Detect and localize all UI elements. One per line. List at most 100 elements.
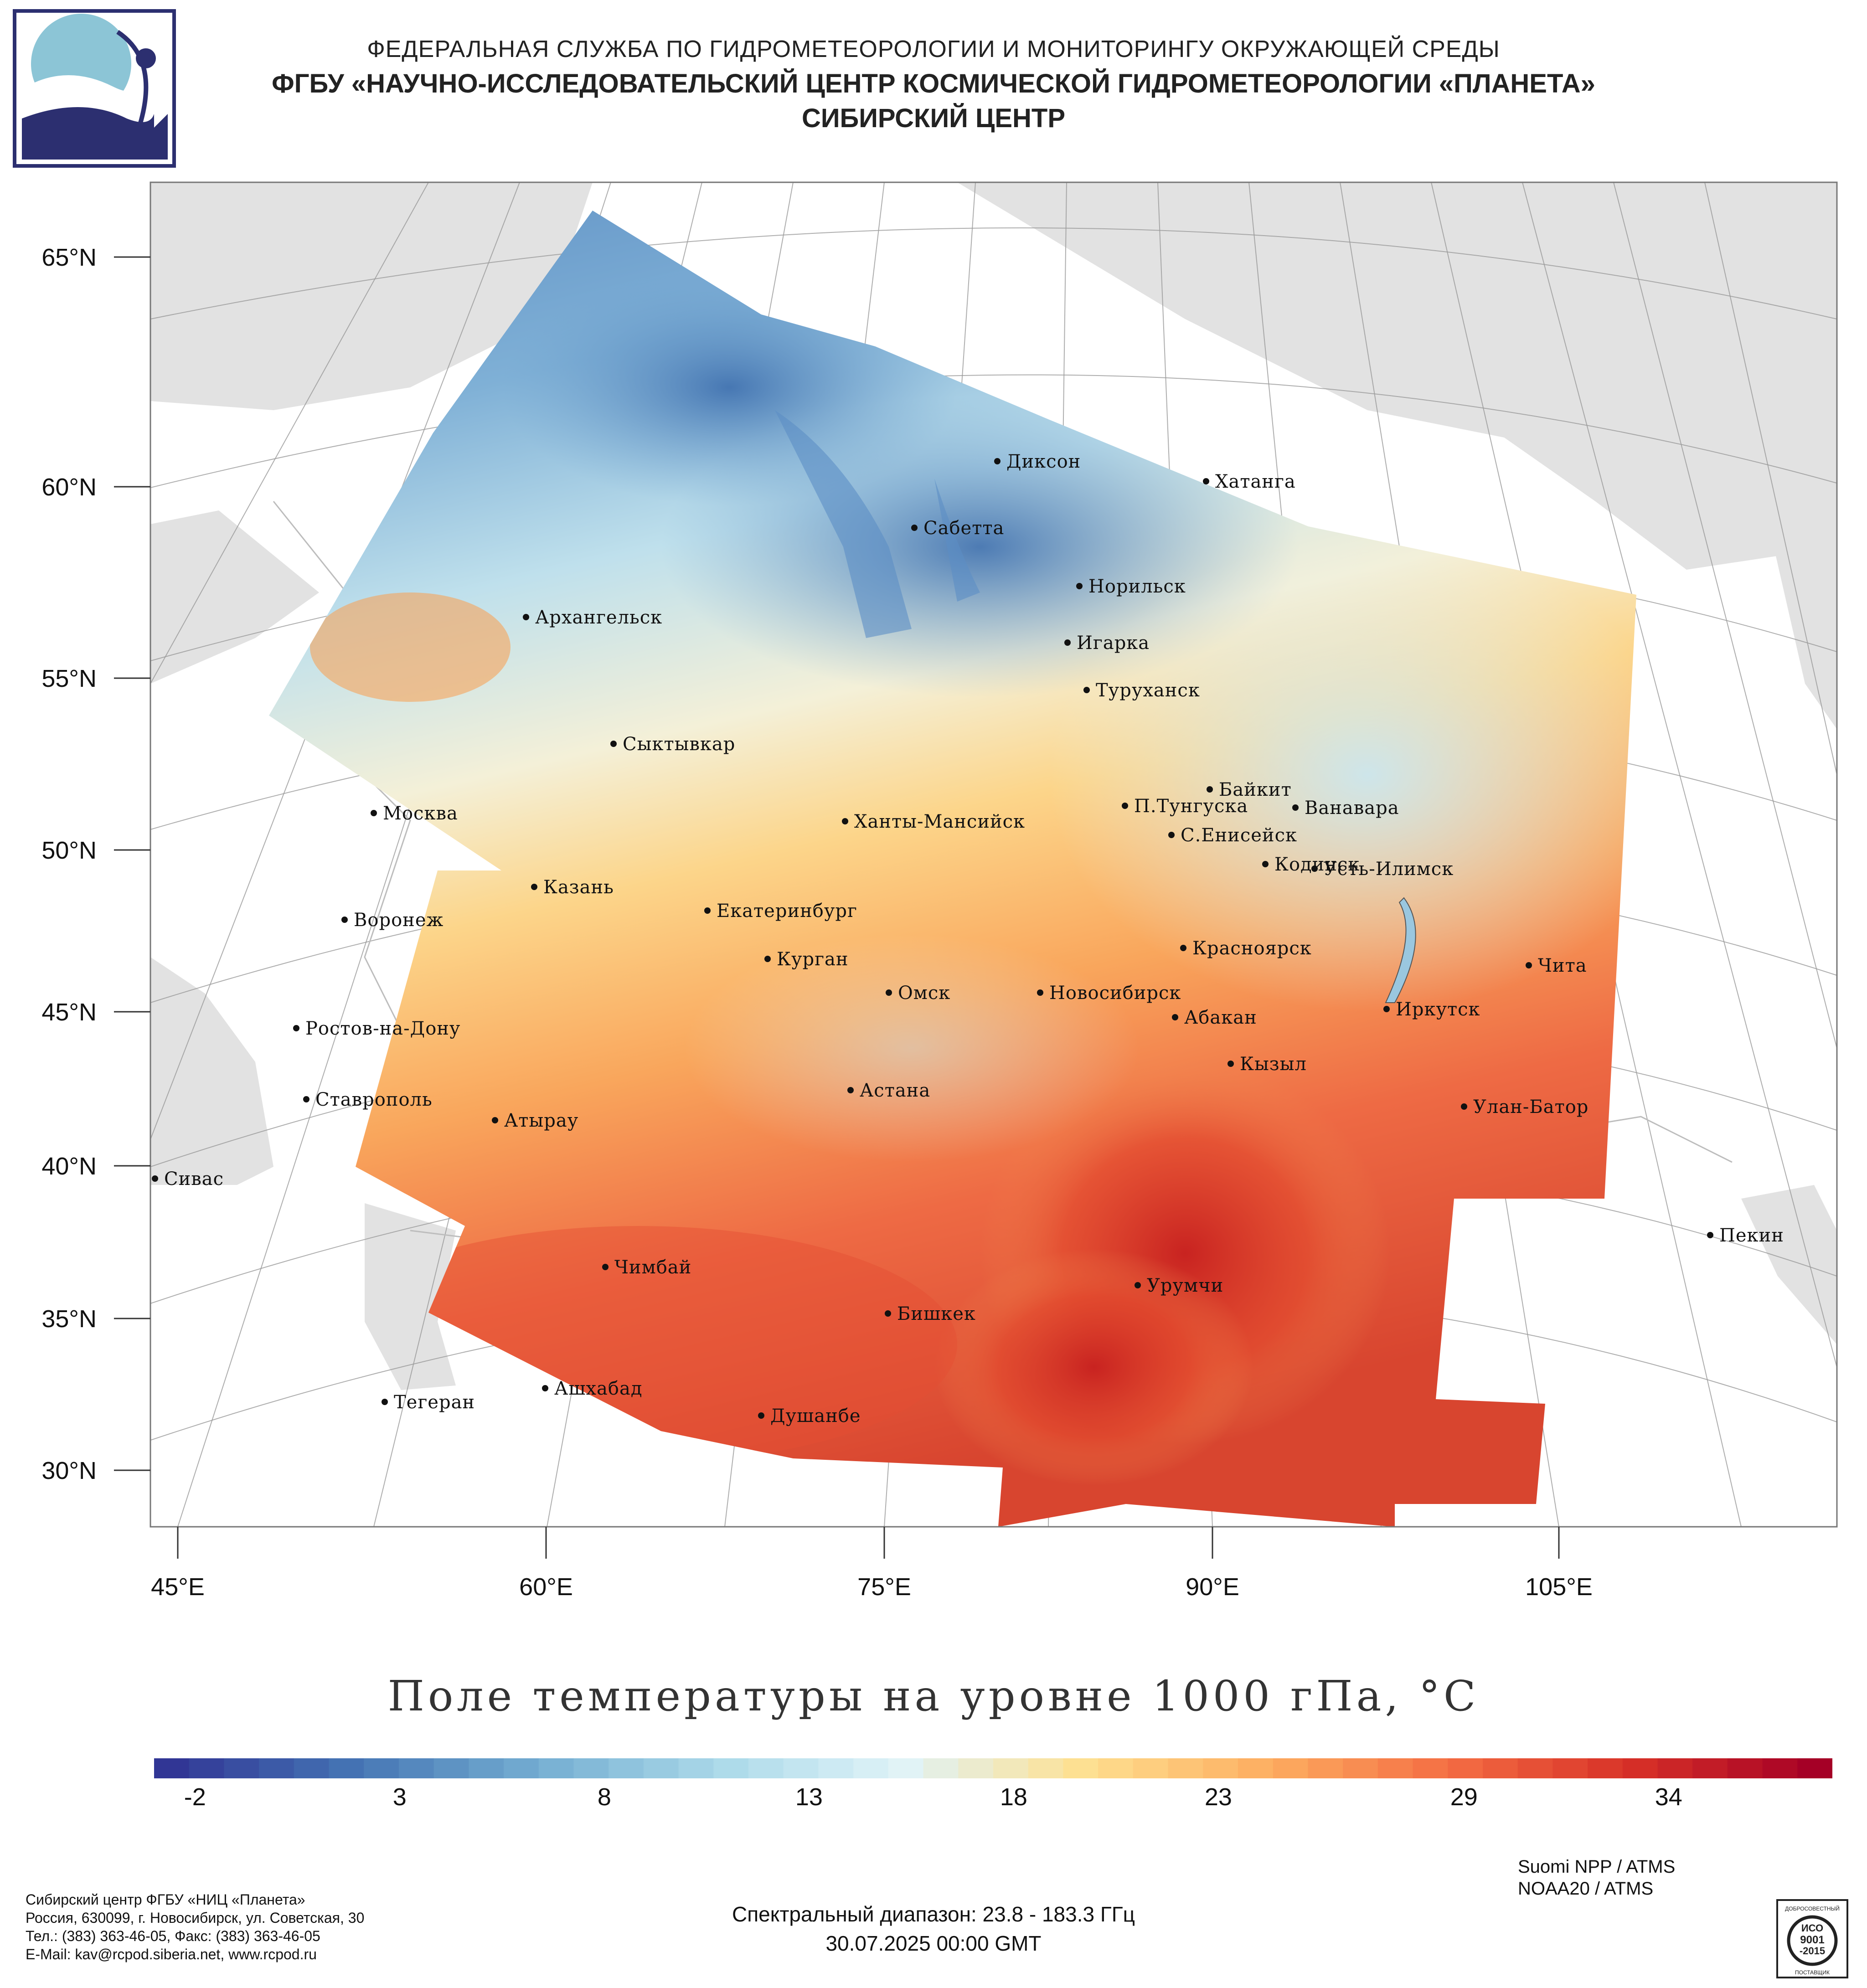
- colorbar-bin: [1588, 1758, 1623, 1778]
- city-label: Кодинск: [1274, 854, 1360, 875]
- city-dot: [602, 1264, 609, 1270]
- city-dot: [1461, 1103, 1467, 1110]
- colorbar-bin: [1482, 1758, 1518, 1778]
- map-frame: [150, 181, 1838, 1528]
- colorbar-tick-label: 13: [795, 1783, 823, 1811]
- colorbar-bin: [154, 1758, 190, 1778]
- colorbar-bin: [713, 1758, 749, 1778]
- colorbar: [154, 1758, 1832, 1778]
- city-dot: [764, 956, 771, 962]
- city-label: Чита: [1538, 955, 1587, 976]
- city-dot: [842, 818, 848, 824]
- lon-label-60: 60°E: [519, 1573, 573, 1601]
- city-label: Кызыл: [1240, 1054, 1307, 1075]
- org-line-2: Россия, 630099, г. Новосибирск, ул. Сове…: [26, 1910, 365, 1926]
- colorbar-bin: [1168, 1758, 1204, 1778]
- colorbar-bin: [923, 1758, 959, 1778]
- colorbar-bin: [1727, 1758, 1763, 1778]
- colorbar-bin: [643, 1758, 679, 1778]
- colorbar-bin: [329, 1758, 365, 1778]
- colorbar-bin: [1448, 1758, 1483, 1778]
- city-dot: [1180, 945, 1186, 951]
- iso-l3: -2015: [1800, 1945, 1825, 1957]
- city-label: Курган: [777, 949, 849, 970]
- iso-badge-icon: ДОБРОСОВЕСТНЫЙ ИСО 9001 -2015 ПОСТАВЩИК: [1776, 1899, 1848, 1978]
- city-label: Сабетта: [923, 518, 1004, 539]
- colorbar-bin: [748, 1758, 784, 1778]
- city-dot: [492, 1117, 498, 1123]
- city-dot: [704, 907, 711, 914]
- iso-l1: ИСО: [1801, 1922, 1823, 1934]
- city-dot: [1207, 786, 1213, 793]
- org-line-4: E-Mail: kav@rcpod.siberia.net, www.rcpod…: [26, 1946, 317, 1962]
- city-dot: [382, 1399, 388, 1405]
- colorbar-bin: [958, 1758, 994, 1778]
- colorbar-bin: [1028, 1758, 1064, 1778]
- satellite-1: Suomi NPP / ATMS: [1518, 1857, 1676, 1877]
- colorbar-bin: [1063, 1758, 1099, 1778]
- city-label: Усть-Илимск: [1324, 859, 1454, 880]
- colorbar-bin: [189, 1758, 225, 1778]
- city-label: Норильск: [1088, 576, 1186, 597]
- city-dot: [886, 989, 892, 996]
- planeta-logo: [13, 9, 176, 168]
- lon-label-45: 45°E: [151, 1573, 205, 1601]
- lon-label-90: 90°E: [1186, 1573, 1239, 1601]
- city-label: Воронеж: [354, 910, 444, 931]
- colorbar-bin: [224, 1758, 260, 1778]
- colorbar-bin: [1377, 1758, 1413, 1778]
- colorbar-bin: [1098, 1758, 1134, 1778]
- spectral-range: Спектральный диапазон: 23.8 - 183.3 ГГц: [732, 1902, 1135, 1926]
- iso-top: ДОБРОСОВЕСТНЫЙ: [1785, 1905, 1840, 1912]
- city-dot: [293, 1025, 299, 1031]
- city-label: Архангельск: [535, 607, 662, 628]
- colorbar-bin: [783, 1758, 819, 1778]
- footer-organization: Сибирский центр ФГБУ «НИЦ «Планета» Росс…: [26, 1890, 364, 1963]
- city-label: Бишкек: [897, 1303, 976, 1324]
- city-label: Атырау: [504, 1110, 578, 1131]
- city-markers: Диксон Хатанга Сабетта Норильск Архангельск И…: [152, 451, 1784, 1427]
- city-dot: [1172, 1014, 1178, 1020]
- colorbar-bin: [1343, 1758, 1378, 1778]
- city-label: Туруханск: [1096, 680, 1200, 701]
- footer-center: Спектральный диапазон: 23.8 - 183.3 ГГц …: [0, 1900, 1867, 1958]
- iso-bottom: ПОСТАВЩИК: [1795, 1969, 1830, 1976]
- colorbar-tick-label: 34: [1655, 1783, 1682, 1811]
- city-label: Диксон: [1006, 451, 1081, 472]
- city-dot: [341, 917, 348, 923]
- colorbar-bin: [433, 1758, 469, 1778]
- city-dot: [885, 1310, 891, 1317]
- city-label: С.Енисейск: [1181, 825, 1297, 846]
- datetime: 30.07.2025 00:00 GMT: [825, 1931, 1042, 1955]
- colorbar-bin: [1273, 1758, 1309, 1778]
- city-dot: [1526, 962, 1532, 968]
- city-dot: [1292, 804, 1299, 811]
- colorbar-tick-label: 3: [392, 1783, 407, 1811]
- colorbar-bin: [1413, 1758, 1449, 1778]
- footer-satellites: Suomi NPP / ATMS NOAA20 / ATMS: [1518, 1856, 1675, 1900]
- colorbar-bin: [609, 1758, 644, 1778]
- colorbar-tick-label: 23: [1204, 1783, 1232, 1811]
- lon-label-75: 75°E: [857, 1573, 911, 1601]
- colorbar-bin: [1762, 1758, 1798, 1778]
- city-label: Астана: [860, 1080, 930, 1101]
- city-dot: [1707, 1232, 1713, 1238]
- colorbar-bin: [259, 1758, 294, 1778]
- colorbar-bin: [1517, 1758, 1553, 1778]
- header-line-1: ФЕДЕРАЛЬНАЯ СЛУЖБА ПО ГИДРОМЕТЕОРОЛОГИИ …: [367, 36, 1500, 62]
- city-label: Урумчи: [1147, 1275, 1223, 1296]
- colorbar-tick-label: 29: [1450, 1783, 1478, 1811]
- colorbar-bin: [538, 1758, 574, 1778]
- city-label: Иркутск: [1396, 999, 1480, 1020]
- colorbar-bin: [1692, 1758, 1728, 1778]
- city-dot: [1083, 687, 1090, 693]
- iso-l2: 9001: [1800, 1934, 1824, 1946]
- city-label: Душанбе: [770, 1406, 861, 1427]
- city-dot: [911, 525, 918, 531]
- colorbar-bin: [818, 1758, 854, 1778]
- city-dot: [1076, 583, 1083, 589]
- city-dot: [610, 741, 617, 747]
- city-label: Омск: [898, 983, 950, 1004]
- city-dot: [1262, 861, 1269, 867]
